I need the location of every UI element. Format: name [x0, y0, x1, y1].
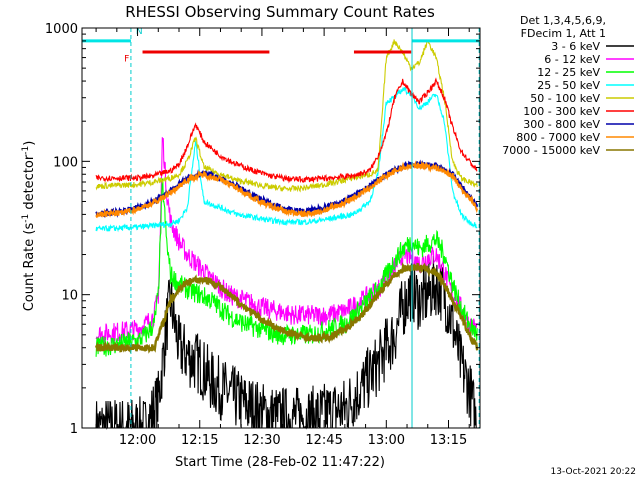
series-line-5 — [95, 77, 478, 184]
night-flag-label: N — [136, 27, 143, 37]
legend-label-3: 25 - 50 keV — [537, 79, 600, 92]
legend-label-4: 50 - 100 keV — [530, 92, 600, 105]
y-tick-label-0: 1 — [70, 422, 78, 437]
flare-flag-label: F — [124, 55, 129, 65]
chart-title: RHESSI Observing Summary Count Rates — [125, 3, 435, 21]
timestamp: 13-Oct-2021 20:22 — [551, 467, 636, 477]
legend-label-8: 7000 - 15000 keV — [502, 144, 600, 157]
series-line-8 — [94, 262, 479, 354]
y-tick-label-2: 100 — [53, 155, 78, 170]
series-line-4 — [95, 39, 478, 193]
annotation-layer: FN — [82, 27, 480, 428]
series-line-7 — [95, 160, 479, 219]
y-tick-label-1: 10 — [61, 289, 78, 304]
legend-label-0: 3 - 6 keV — [551, 40, 600, 53]
x-tick-label-3: 12:45 — [305, 433, 342, 448]
legend-header-0: Det 1,3,4,5,6,9, — [520, 14, 606, 27]
legend-label-6: 300 - 800 keV — [523, 118, 600, 131]
legend-label-1: 6 - 12 keV — [544, 53, 600, 66]
plot-frame — [81, 27, 481, 429]
x-tick-label-1: 12:15 — [181, 433, 218, 448]
x-tick-label-4: 13:00 — [368, 433, 405, 448]
legend-label-2: 12 - 25 keV — [537, 66, 600, 79]
y-axis-label: Count Rate (s-1 detector-1) — [21, 141, 37, 312]
series-layer — [94, 39, 479, 430]
axes: 12:00 12:15 12:30 12:45 13:00 13:15 1 10 100 1000 — [45, 22, 481, 448]
x-tick-label-5: 13:15 — [430, 433, 467, 448]
x-axis-label: Start Time (28-Feb-02 11:47:22) — [175, 455, 385, 470]
series-line-0 — [95, 255, 478, 430]
legend: Det 1,3,4,5,6,9,FDecim 1, Att 13 - 6 keV… — [502, 14, 634, 157]
legend-header-1: FDecim 1, Att 1 — [521, 27, 606, 40]
x-tick-label-0: 12:00 — [119, 433, 156, 448]
legend-label-7: 800 - 7000 keV — [516, 131, 600, 144]
y-tick-label-3: 1000 — [45, 22, 78, 37]
x-tick-label-2: 12:30 — [243, 433, 280, 448]
legend-label-5: 100 - 300 keV — [523, 105, 600, 118]
